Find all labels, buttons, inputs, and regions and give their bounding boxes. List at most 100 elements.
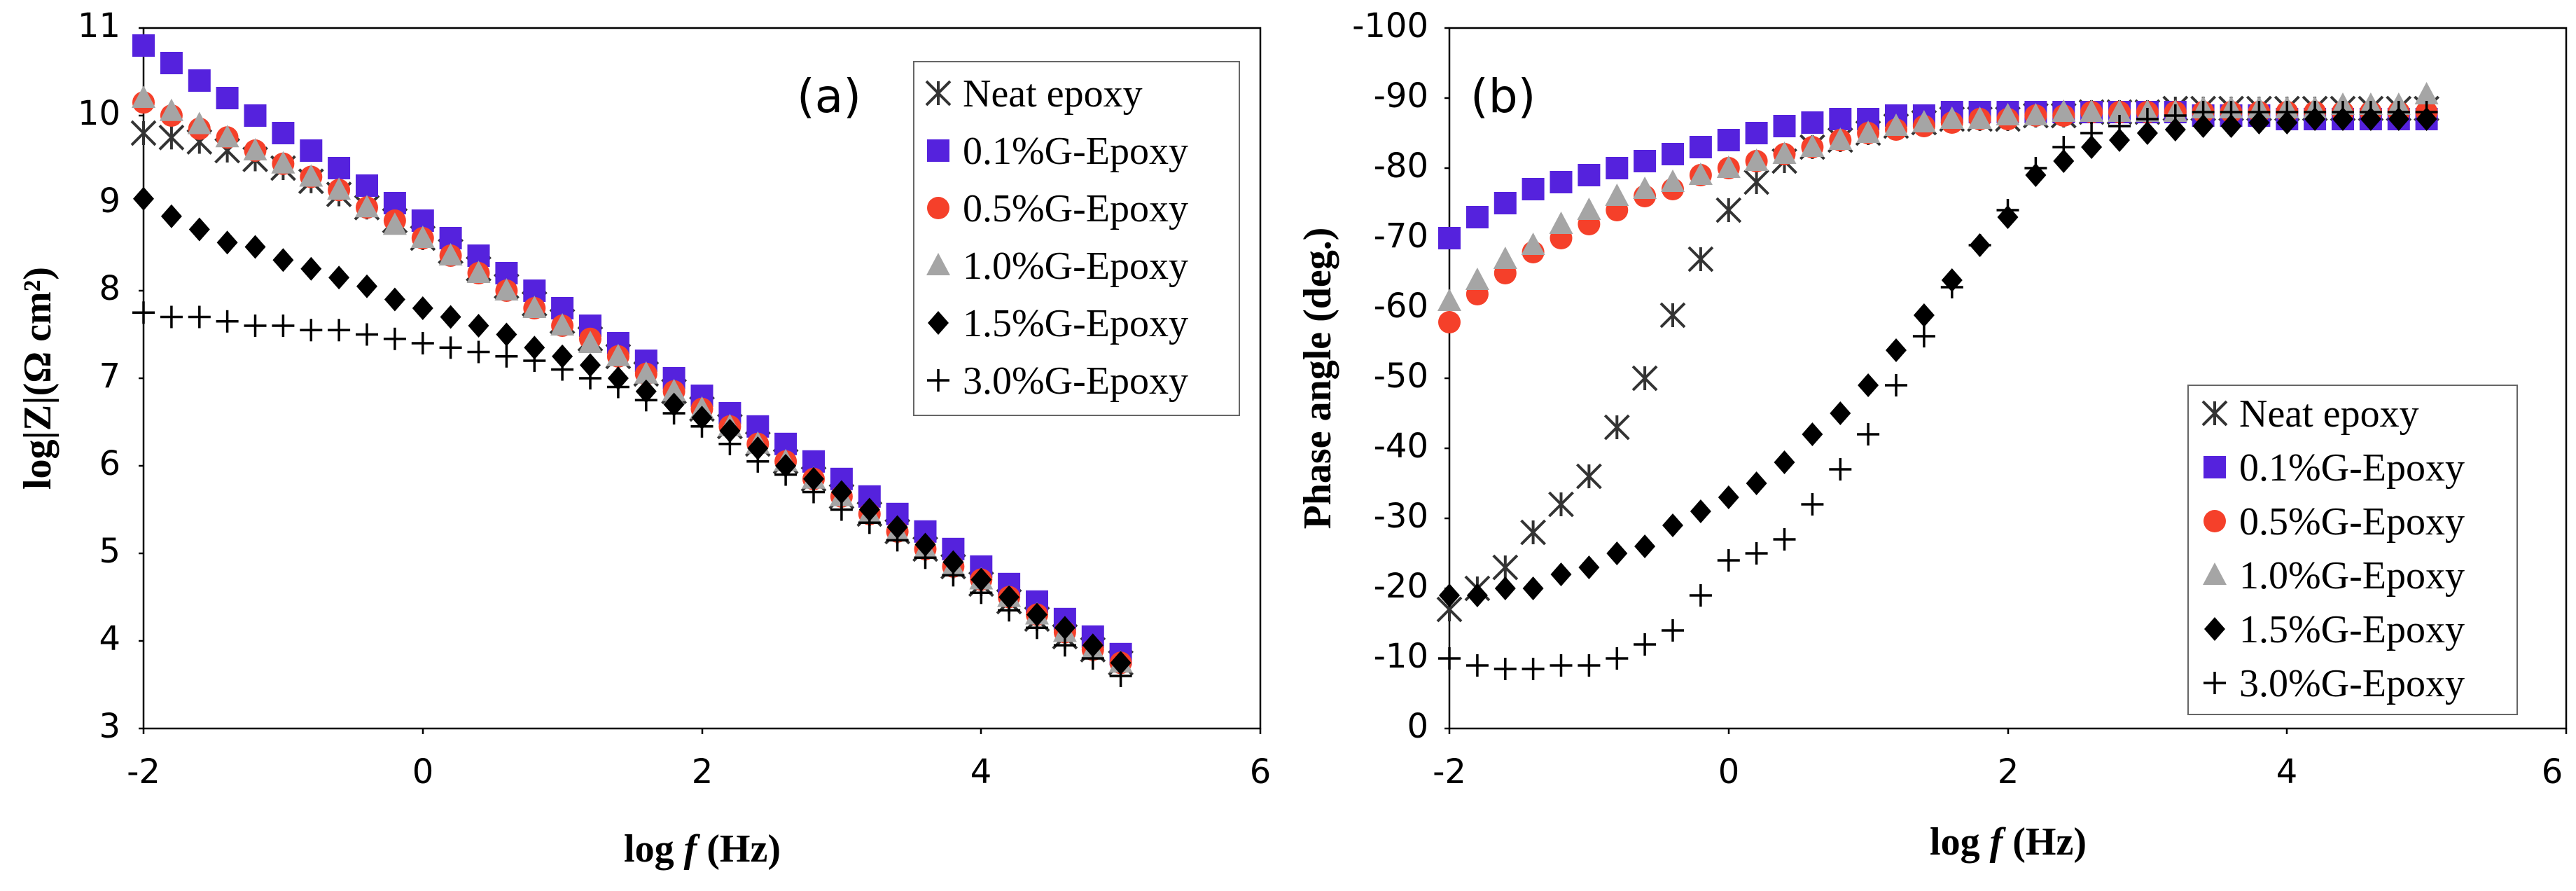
- xtick: -2: [1433, 728, 1466, 792]
- ytick: -80: [1374, 146, 1449, 186]
- data-point-square: [1662, 143, 1684, 165]
- legend-item: 1.5%G-Epoxy: [928, 302, 1188, 345]
- xtick: 2: [1998, 728, 2019, 792]
- data-point-diamond: [1522, 576, 1544, 600]
- legend-item: 1.0%G-Epoxy: [926, 244, 1188, 288]
- data-point-diamond: [384, 287, 405, 312]
- data-point-plus: [466, 339, 492, 365]
- xlabel-unit: (Hz): [706, 827, 781, 871]
- data-point-plus: [1688, 583, 1713, 608]
- data-point-triangle: [1549, 212, 1573, 234]
- xlabel-unit: (Hz): [2012, 820, 2087, 864]
- data-point-diamond: [1858, 373, 1879, 397]
- data-point-diamond: [1774, 450, 1795, 474]
- data-point-triangle: [1521, 233, 1545, 255]
- data-point-diamond: [188, 217, 210, 242]
- panel-label-a: (a): [797, 69, 861, 123]
- data-point-diamond: [468, 314, 489, 338]
- chart-a: 3 4 5 6 7 8 9 10 11 -2 0 2 4 6 log f (Hz…: [16, 6, 1271, 871]
- xlabel-var: f: [684, 827, 701, 871]
- data-point-plus: [1716, 548, 1741, 573]
- legend-label: 3.0%G-Epoxy: [2239, 662, 2465, 705]
- ytick: -90: [1374, 76, 1449, 116]
- ytick-label: -80: [1374, 146, 1428, 186]
- ytick-label: -100: [1352, 6, 1428, 46]
- data-point-square: [188, 69, 211, 92]
- yticks-b: 0 -10 -20 -30 -40 -50 -60 -70 -80 -90 -1…: [1352, 6, 1449, 746]
- ytick-label: 8: [99, 269, 120, 308]
- ytick: -50: [1374, 357, 1449, 396]
- data-point-plus: [1884, 373, 1909, 398]
- data-point-diamond: [1718, 485, 1739, 509]
- legend-item: 0.1%G-Epoxy: [2203, 446, 2465, 490]
- xtick: 0: [1718, 728, 1739, 792]
- legend-label: 0.5%G-Epoxy: [2239, 500, 2465, 544]
- ytick: -60: [1374, 286, 1449, 326]
- data-point-triangle: [1661, 170, 1685, 192]
- ytick: -70: [1374, 216, 1449, 256]
- data-point-asterisk: [1687, 246, 1714, 272]
- legend-label: 3.0%G-Epoxy: [963, 359, 1188, 403]
- xtick-label: 2: [692, 752, 713, 792]
- data-point-diamond: [328, 265, 350, 290]
- data-point-asterisk: [1659, 302, 1686, 329]
- data-point-square: [356, 174, 378, 197]
- ytick-label: 9: [99, 181, 120, 221]
- data-point-plus: [159, 304, 184, 330]
- data-point-asterisk: [1715, 197, 1742, 223]
- xtick: 4: [970, 728, 991, 792]
- data-point-plus: [410, 331, 436, 356]
- xtick-label: 0: [412, 752, 434, 792]
- ytick: 5: [99, 532, 144, 571]
- ytick: 4: [99, 619, 144, 658]
- data-point-diamond: [1913, 303, 1935, 327]
- data-point-plus: [354, 322, 380, 347]
- data-point-plus: [214, 309, 240, 334]
- data-point-diamond: [356, 274, 377, 298]
- data-point-plus: [1856, 422, 1881, 447]
- ytick-label: 3: [99, 707, 120, 746]
- ytick-label: -30: [1374, 497, 1428, 536]
- ytick-label: -70: [1374, 216, 1428, 256]
- ytick-label: 6: [99, 444, 120, 483]
- legend-item: 0.1%G-Epoxy: [927, 130, 1188, 173]
- ytick: -30: [1374, 497, 1449, 536]
- ytick: 10: [78, 94, 144, 133]
- legend-item: 3.0%G-Epoxy: [926, 359, 1188, 403]
- data-point-asterisk: [158, 124, 185, 151]
- data-point-plus: [187, 304, 212, 330]
- data-point-diamond: [244, 235, 266, 259]
- legend-box-b: [2187, 385, 2518, 715]
- data-point-square: [1689, 136, 1712, 158]
- data-point-square: [1773, 115, 1796, 137]
- data-point-plus: [298, 317, 324, 343]
- data-point-diamond: [1634, 534, 1656, 558]
- ytick-label: -90: [1374, 76, 1428, 116]
- data-point-asterisk: [1743, 169, 1770, 195]
- chart-b: 0 -10 -20 -30 -40 -50 -60 -70 -80 -90 -1…: [1296, 6, 2568, 864]
- data-point-plus: [326, 317, 351, 343]
- data-point-asterisk: [1491, 554, 1519, 581]
- data-point-diamond: [496, 322, 517, 347]
- xtick: 0: [412, 728, 434, 792]
- data-point-triangle: [1605, 184, 1629, 206]
- xtick: 6: [1250, 728, 1271, 792]
- xlabel-b: log f (Hz): [1930, 820, 2087, 864]
- xtick: 2: [692, 728, 713, 792]
- data-point-square: [1717, 129, 1740, 151]
- ytick-label: 4: [99, 619, 120, 658]
- ytick-label: 11: [78, 6, 120, 46]
- xtick: 6: [2542, 728, 2568, 792]
- data-point-square: [1634, 150, 1657, 172]
- legend-label: 0.5%G-Epoxy: [963, 187, 1188, 230]
- data-point-plus: [1465, 653, 1490, 678]
- data-point-diamond: [1550, 562, 1572, 586]
- legend-label: 1.0%G-Epoxy: [963, 244, 1188, 288]
- legend-item: Neat epoxy: [2201, 392, 2419, 436]
- data-point-diamond: [1606, 541, 1628, 565]
- legend-item: 3.0%G-Epoxy: [2202, 662, 2465, 705]
- xlabel-prefix: log: [1930, 820, 1980, 864]
- data-point-square: [244, 104, 267, 127]
- data-point-plus: [1548, 653, 1574, 678]
